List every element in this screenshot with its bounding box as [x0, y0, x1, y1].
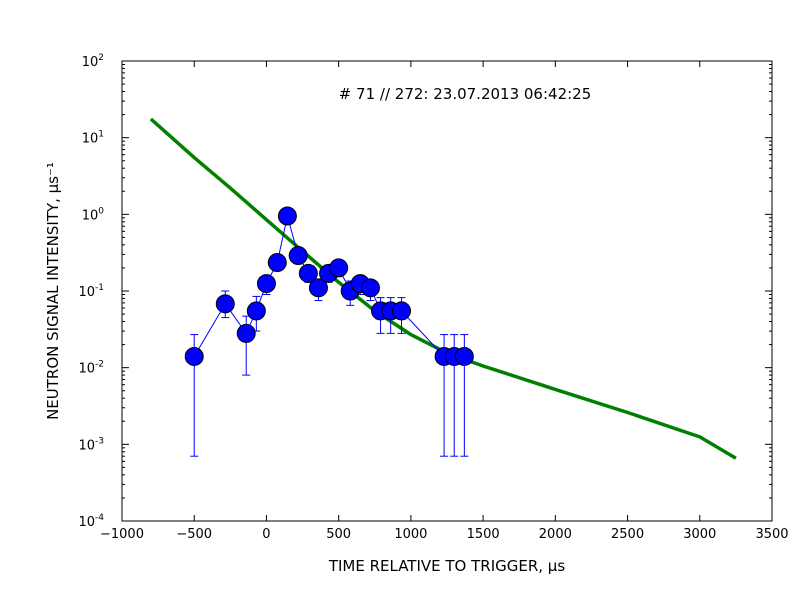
- x-axis-label: TIME RELATIVE TO TRIGGER, μs: [328, 557, 566, 575]
- chart-title: # 71 // 272: 23.07.2013 06:42:25: [339, 85, 592, 103]
- data-point: [184, 346, 204, 366]
- y-tick-label: 100: [82, 206, 105, 223]
- x-tick-label: −1000: [100, 527, 144, 542]
- y-tick-label: 10-2: [78, 360, 104, 377]
- marker-layer: [184, 206, 474, 366]
- y-tick-label: 101: [82, 130, 104, 147]
- y-axis-label: NEUTRON SIGNAL INTENSITY, μs⁻¹: [44, 162, 62, 420]
- x-tick-label: 3000: [683, 527, 716, 542]
- data-point: [215, 294, 235, 314]
- y-axis-ticks: 10-4 10-3 10-2 10-1 100 101 102: [78, 53, 772, 530]
- y-tick-label: 10-4: [78, 513, 104, 530]
- x-tick-label: 500: [326, 527, 351, 542]
- x-tick-label: 1500: [467, 527, 500, 542]
- fit-curve: [149, 117, 737, 460]
- x-tick-label: 0: [262, 527, 270, 542]
- data-point: [236, 323, 256, 343]
- x-tick-label: 2500: [611, 527, 644, 542]
- data-point: [308, 278, 328, 298]
- data-point: [298, 263, 318, 283]
- connector-layer: [193, 215, 465, 357]
- data-point: [360, 278, 380, 298]
- data-point: [392, 301, 411, 321]
- data-point: [246, 301, 266, 321]
- data-point: [277, 206, 297, 226]
- y-tick-label: 10-3: [78, 436, 104, 453]
- data-point: [288, 246, 308, 266]
- x-tick-label: 2000: [539, 527, 572, 542]
- y-tick-label: 102: [82, 53, 104, 70]
- plot-frame: [121, 60, 773, 522]
- data-point: [256, 274, 276, 294]
- x-tick-label: −500: [176, 527, 212, 542]
- data-connector-line: [193, 215, 465, 357]
- y-tick-label: 10-1: [78, 283, 104, 300]
- fit-layer: [149, 117, 737, 460]
- data-point: [329, 258, 349, 278]
- errorbar-layer: [190, 212, 469, 457]
- x-tick-label: 1000: [394, 527, 427, 542]
- x-tick-label: 3500: [755, 527, 788, 542]
- data-point: [454, 346, 474, 366]
- data-point: [267, 253, 287, 273]
- x-axis-ticks: −1000 −500 0 500 1000 1500 2000 2500 3000 3500: [100, 61, 789, 542]
